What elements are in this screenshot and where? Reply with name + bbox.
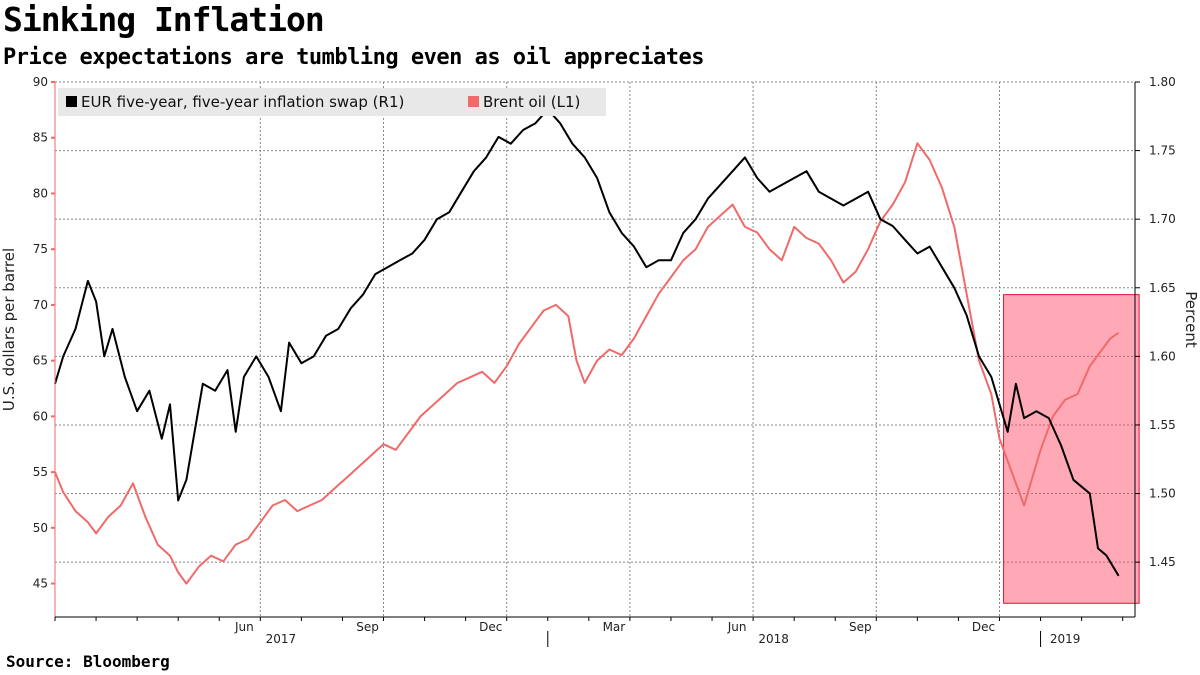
series-lines xyxy=(54,108,1120,585)
right-tick-label: 1.65 xyxy=(1149,281,1176,295)
x-year-label: 2018 xyxy=(758,632,789,646)
x-month-label: Mar xyxy=(603,620,626,634)
chart-subtitle: Price expectations are tumbling even as … xyxy=(3,45,704,70)
x-month-label: Dec xyxy=(479,620,502,634)
gridlines xyxy=(55,81,1135,617)
left-tick-label: 65 xyxy=(33,354,48,368)
left-tick-label: 80 xyxy=(33,186,48,200)
left-axis-label: U.S. dollars per barrel xyxy=(0,248,18,411)
right-tick-label: 1.60 xyxy=(1149,349,1176,363)
left-tick-label: 55 xyxy=(33,465,48,479)
legend: EUR five-year, five-year inflation swap … xyxy=(58,88,606,116)
legend-label: Brent oil (L1) xyxy=(483,93,580,111)
left-tick-label: 90 xyxy=(33,75,48,89)
left-tick-label: 75 xyxy=(33,242,48,256)
left-tick-label: 45 xyxy=(33,577,48,591)
x-month-label: Jun xyxy=(234,620,254,634)
left-tick-label: 70 xyxy=(33,298,48,312)
x-year-label: 2017 xyxy=(266,632,297,646)
brent-oil-line xyxy=(54,142,1120,585)
legend-swatch xyxy=(468,96,479,107)
legend-label: EUR five-year, five-year inflation swap … xyxy=(81,93,404,111)
inflation-swap-line xyxy=(54,108,1120,577)
legend-swatch xyxy=(66,96,77,107)
right-tick-label: 1.75 xyxy=(1149,144,1176,158)
x-month-label: Dec xyxy=(972,620,995,634)
x-month-label: Jun xyxy=(727,620,747,634)
right-axis-label: Percent xyxy=(1182,291,1200,348)
right-tick-label: 1.80 xyxy=(1149,75,1176,89)
x-month-label: Sep xyxy=(849,620,872,634)
chart-title: Sinking Inflation xyxy=(3,0,325,39)
highlight-box xyxy=(1003,294,1140,604)
x-month-label: Sep xyxy=(356,620,379,634)
right-tick-label: 1.55 xyxy=(1149,418,1176,432)
legend-background xyxy=(58,88,606,116)
axes: 45 50 55 60 65 70 75 80 85 90 1.45 1.50 1.55 1.60 1.65… xyxy=(33,75,1176,647)
left-tick-label: 60 xyxy=(33,409,48,423)
left-tick-label: 50 xyxy=(33,521,48,535)
x-year-label: 2019 xyxy=(1050,632,1081,646)
right-tick-label: 1.50 xyxy=(1149,487,1176,501)
source-note: Source: Bloomberg xyxy=(6,652,170,671)
left-tick-label: 85 xyxy=(33,131,48,145)
right-tick-label: 1.70 xyxy=(1149,212,1176,226)
right-tick-label: 1.45 xyxy=(1149,555,1176,569)
